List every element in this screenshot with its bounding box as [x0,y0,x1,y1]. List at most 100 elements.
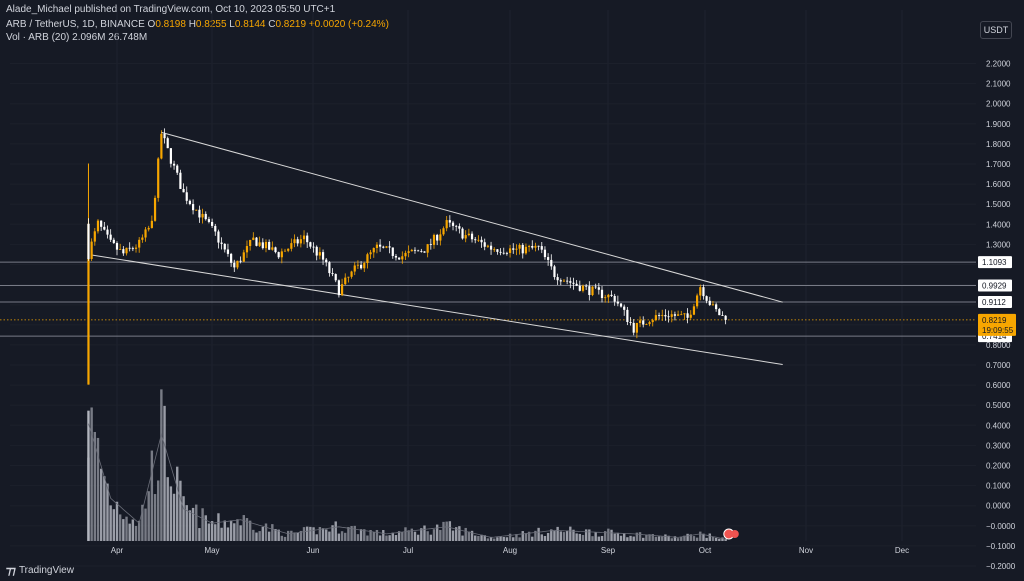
volume-bar [718,538,721,541]
volume-bar [233,523,236,541]
volume-bar [524,533,528,541]
volume-bar [575,533,578,541]
candle-body [195,209,198,211]
volume-bar [686,533,689,541]
volume-bar [210,521,214,541]
volume-bar [223,520,226,541]
y-tick-label: 1.6000 [986,180,1011,189]
candle-body [100,220,103,227]
candle-body [109,234,112,240]
candle-body [302,235,306,240]
volume-bar [109,505,112,541]
candle-body [363,263,366,269]
candle-body [398,257,401,260]
y-tick-label: 0.6000 [986,381,1011,390]
volume-bar [331,525,334,541]
volume-bar [258,531,261,541]
volume-bar [445,521,448,541]
candle-body [340,284,344,296]
volume-bar [385,535,388,541]
grid-layer [10,10,976,567]
volume-bar [242,515,245,541]
volume-bar [515,534,518,541]
candle-body [638,320,642,323]
candle-body [448,220,451,223]
volume-bar [198,528,201,541]
candle-body [134,247,138,249]
volume-bar [350,526,353,541]
candle-body [715,304,718,310]
volume-bar [134,525,138,541]
volume-bar [556,526,559,541]
change-value: +0.0020 (+0.24%) [308,19,389,30]
tradingview-logo[interactable]: ⁊⁊ TradingView [6,564,74,577]
volume-bar [245,518,249,541]
volume-bar [157,480,160,541]
candle-body [661,315,664,316]
candle-body [242,252,245,262]
candle-body [429,244,432,246]
volume-bar [486,538,490,541]
current-price-text: 0.8219 [982,316,1007,325]
volume-bar [508,533,512,541]
volume-bar [296,532,299,541]
currency-button[interactable]: USDT [980,21,1012,39]
volume-bar [591,536,594,541]
candle-body [673,314,677,316]
volume-bar [553,531,556,541]
candle-body [385,246,388,248]
candle-body [426,244,429,253]
publisher-line: Alade_Michael published on TradingView.c… [6,4,336,15]
volume-bar [534,530,537,541]
level-badge-text: 0.9929 [982,282,1007,291]
candle-body [499,251,502,253]
candle-body [233,262,236,268]
volume-bar [252,529,255,541]
x-axis: Apr May Jun Jul Aug Sep Oct Nov Dec [111,546,909,555]
volume-bar [594,531,597,541]
candle-body [711,304,715,306]
volume-layer [87,389,727,541]
candle-body [461,228,464,239]
candle-body [594,286,597,288]
volume-bar [334,521,337,541]
candle-body [226,249,230,254]
candle-body [686,313,689,318]
candle-body [296,239,299,244]
volume-bar [467,531,471,541]
candle-body [632,322,635,333]
candle-body [566,280,569,282]
candle-body [325,259,328,263]
volume-bar [572,529,575,541]
candle-body [562,280,566,282]
volume-bar [312,527,315,541]
candle-body [353,265,356,272]
volume-bar [366,535,369,541]
volume-bar [610,529,613,541]
volume-bar [581,534,585,541]
volume-value-2: 26.748M [108,32,148,43]
candle-body [559,280,562,282]
upper-channel-line [161,131,783,303]
volume-bar [651,534,654,541]
volume-bar [442,521,445,541]
volume-bar [271,524,274,541]
candle-body [432,234,436,245]
volume-bar [283,536,287,541]
candle-body [115,243,119,250]
high-value: 0.8255 [195,19,227,30]
y-tick-label: 0.7000 [986,361,1011,370]
candle-body [537,245,540,247]
candle-body [635,322,638,333]
volume-label[interactable]: Vol · ARB (20) [6,32,70,43]
candle-body [600,289,604,299]
symbol-name[interactable]: ARB / TetherUS, 1D, BINANCE [6,19,145,30]
candle-body [597,287,600,290]
volume-bar [499,536,502,541]
candle-body [369,252,372,255]
volume-bar [600,535,604,541]
candle-body [328,262,331,274]
candle-body [420,250,423,252]
candle-body [508,248,512,253]
